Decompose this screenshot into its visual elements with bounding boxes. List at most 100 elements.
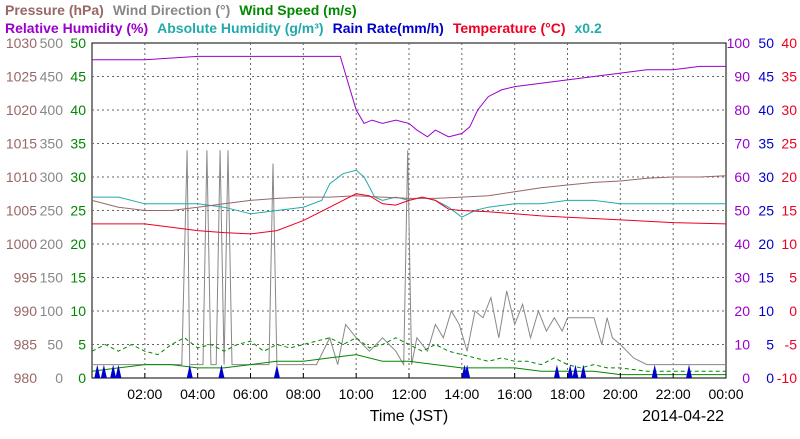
rain-spike	[186, 364, 193, 378]
y-tick-relative-humidity: 0	[742, 370, 750, 386]
y-tick-wind-direction: 350	[40, 136, 64, 152]
y-tick-rain-rate: 0	[766, 370, 774, 386]
y-tick-pressure: 985	[14, 337, 38, 353]
y-tick-wind-speed: 50	[70, 35, 86, 51]
y-tick-pressure: 1025	[6, 69, 37, 85]
y-tick-wind-direction: 200	[40, 236, 64, 252]
y-tick-relative-humidity: 20	[734, 303, 750, 319]
y-tick-wind-direction: 50	[47, 337, 63, 353]
y-tick-pressure: 1030	[6, 35, 37, 51]
rain-spike	[567, 364, 574, 378]
y-tick-temperature: 0	[789, 303, 797, 319]
rain-spike	[686, 364, 693, 378]
rain-spike	[651, 364, 658, 378]
y-tick-temperature: 10	[781, 236, 797, 252]
y-tick-rain-rate: 30	[758, 169, 774, 185]
x-axis-label: Time (JST)	[370, 408, 449, 425]
rain-spike	[572, 364, 579, 378]
x-tick-label: 08:00	[286, 386, 321, 402]
rain-spike	[580, 364, 587, 378]
y-tick-pressure: 1020	[6, 102, 37, 118]
series-line-wind-direction	[92, 150, 726, 367]
x-tick-label: 10:00	[339, 386, 374, 402]
y-tick-rain-rate: 25	[758, 203, 774, 219]
x-tick-label: 14:00	[444, 386, 479, 402]
y-tick-rain-rate: 20	[758, 236, 774, 252]
y-tick-pressure: 1000	[6, 236, 37, 252]
rain-spike	[553, 364, 560, 378]
y-tick-wind-speed: 30	[70, 169, 86, 185]
y-tick-pressure: 1010	[6, 169, 37, 185]
date-label: 2014-04-22	[642, 408, 724, 425]
x-tick-label: 00:00	[708, 386, 743, 402]
y-tick-relative-humidity: 80	[734, 102, 750, 118]
x-axis: 02:00 04:00 06:00 08:00 10:00 12:00 14:00 16:00…	[127, 373, 744, 402]
x-tick-label: 06:00	[233, 386, 268, 402]
legend-wind_direction: Wind Direction (°)	[113, 2, 230, 18]
header-row-2: Relative Humidity (%) Absolute Humidity (…	[5, 20, 602, 36]
y-tick-pressure: 995	[14, 270, 38, 286]
rain-spike	[273, 364, 280, 378]
y-tick-temperature: 25	[781, 136, 797, 152]
y-tick-temperature: 20	[781, 169, 797, 185]
rain-spike	[115, 364, 122, 378]
y-tick-relative-humidity: 10	[734, 337, 750, 353]
series-line-wind-speed-gust-m-s	[91, 337, 726, 372]
rain-spike	[94, 364, 101, 378]
y-tick-relative-humidity: 40	[734, 236, 750, 252]
y-tick-wind-direction: 300	[40, 169, 64, 185]
series-line-temperature-c	[92, 193, 727, 235]
y-tick-rain-rate: 10	[758, 303, 774, 319]
y-tick-rain-rate: 15	[758, 270, 774, 286]
series-line-pressure-hpa	[91, 175, 727, 211]
y-tick-wind-speed: 35	[70, 136, 86, 152]
y-tick-wind-direction: 250	[40, 203, 64, 219]
rain-spike	[100, 364, 107, 378]
rain-spike	[218, 364, 225, 378]
y-tick-wind-speed: 10	[70, 303, 86, 319]
y-tick-wind-direction: 450	[40, 69, 64, 85]
x-tick-label: 18:00	[550, 386, 585, 402]
y-tick-relative-humidity: 90	[734, 69, 750, 85]
rain-spike	[110, 364, 117, 378]
y-tick-wind-direction: 150	[40, 270, 64, 286]
y-tick-wind-direction: 400	[40, 102, 64, 118]
rain-layer	[94, 364, 693, 378]
y-tick-rain-rate: 35	[758, 136, 774, 152]
y-tick-relative-humidity: 30	[734, 270, 750, 286]
y-tick-temperature: -10	[777, 370, 797, 386]
y-tick-temperature: 35	[781, 69, 797, 85]
legend-pressure: Pressure (hPa)	[5, 2, 104, 18]
y-tick-pressure: 990	[14, 303, 38, 319]
y-tick-rain-rate: 40	[758, 102, 774, 118]
rain-spike	[464, 364, 471, 378]
y-tick-wind-speed: 45	[70, 69, 86, 85]
x-tick-label: 20:00	[603, 386, 638, 402]
series-line-relative-humidity	[92, 55, 726, 138]
y-tick-wind-speed: 40	[70, 102, 86, 118]
y-tick-relative-humidity: 50	[734, 203, 750, 219]
y-tick-rain-rate: 50	[758, 35, 774, 51]
y-tick-wind-speed: 0	[78, 370, 86, 386]
y-tick-wind-speed: 5	[78, 337, 86, 353]
legend-relative_humidity: Relative Humidity (%)	[5, 20, 148, 36]
y-tick-wind-speed: 20	[70, 236, 86, 252]
y-tick-pressure: 980	[14, 370, 38, 386]
y-tick-relative-humidity: 70	[734, 136, 750, 152]
y-tick-temperature: 15	[781, 203, 797, 219]
x-tick-label: 04:00	[180, 386, 215, 402]
legend-temperature: Temperature (°C)	[453, 20, 566, 36]
x-tick-label: 12:00	[391, 386, 426, 402]
y-tick-wind-speed: 15	[70, 270, 86, 286]
header-row-1: Pressure (hPa) Wind Direction (°) Wind Spe…	[5, 2, 357, 18]
series-line-absolute-humidity-g-m-x0-2	[92, 169, 726, 218]
y-tick-wind-direction: 0	[55, 370, 63, 386]
y-tick-relative-humidity: 60	[734, 169, 750, 185]
y-tick-pressure: 1005	[6, 203, 37, 219]
y-tick-relative-humidity: 100	[727, 35, 751, 51]
y-tick-wind-speed: 25	[70, 203, 86, 219]
y-tick-wind-direction: 100	[40, 303, 64, 319]
x-tick-label: 16:00	[497, 386, 532, 402]
